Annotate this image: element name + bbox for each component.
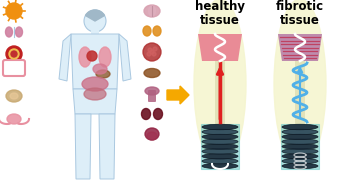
Circle shape [143, 43, 161, 61]
Ellipse shape [148, 6, 155, 16]
Circle shape [152, 52, 156, 56]
Wedge shape [85, 10, 105, 21]
Circle shape [147, 52, 151, 56]
Ellipse shape [82, 77, 108, 91]
Ellipse shape [147, 132, 157, 140]
Ellipse shape [282, 158, 318, 164]
Ellipse shape [144, 68, 160, 77]
Ellipse shape [202, 149, 238, 154]
Text: healthy
tissue: healthy tissue [195, 0, 245, 28]
Circle shape [6, 46, 22, 62]
Ellipse shape [202, 153, 238, 159]
Ellipse shape [153, 26, 161, 36]
Ellipse shape [141, 108, 150, 119]
Ellipse shape [79, 47, 91, 67]
Polygon shape [278, 34, 322, 61]
Ellipse shape [282, 144, 318, 149]
Bar [215, 61, 225, 124]
Ellipse shape [282, 139, 318, 144]
Polygon shape [119, 34, 131, 81]
Ellipse shape [202, 124, 238, 130]
Ellipse shape [202, 139, 238, 144]
Circle shape [153, 47, 157, 51]
Ellipse shape [96, 70, 110, 78]
Ellipse shape [154, 108, 162, 119]
Polygon shape [75, 114, 91, 179]
Ellipse shape [282, 163, 318, 169]
Circle shape [6, 3, 22, 19]
Circle shape [11, 51, 17, 57]
Ellipse shape [282, 129, 318, 135]
Ellipse shape [202, 163, 238, 169]
Ellipse shape [194, 0, 246, 169]
FancyBboxPatch shape [201, 124, 239, 169]
Ellipse shape [202, 144, 238, 149]
FancyBboxPatch shape [281, 124, 319, 169]
FancyBboxPatch shape [91, 24, 99, 34]
Ellipse shape [99, 47, 111, 67]
Ellipse shape [202, 134, 238, 139]
Polygon shape [73, 89, 117, 114]
Ellipse shape [6, 27, 13, 37]
Ellipse shape [144, 5, 160, 17]
Ellipse shape [143, 26, 151, 36]
FancyArrow shape [167, 86, 189, 104]
Ellipse shape [274, 0, 326, 169]
Ellipse shape [10, 93, 18, 99]
Ellipse shape [15, 27, 22, 37]
Ellipse shape [145, 87, 159, 95]
Ellipse shape [6, 90, 22, 102]
Bar [295, 61, 305, 124]
Polygon shape [99, 114, 115, 179]
Polygon shape [59, 34, 71, 81]
Polygon shape [71, 34, 119, 89]
FancyBboxPatch shape [3, 60, 25, 76]
Ellipse shape [282, 134, 318, 139]
Circle shape [148, 48, 152, 52]
Ellipse shape [282, 124, 318, 130]
Text: fibrotic
tissue: fibrotic tissue [276, 0, 324, 28]
Ellipse shape [7, 114, 21, 124]
Circle shape [9, 49, 19, 59]
Ellipse shape [282, 149, 318, 154]
Ellipse shape [202, 158, 238, 164]
Ellipse shape [282, 153, 318, 159]
Ellipse shape [93, 64, 107, 74]
Polygon shape [278, 34, 322, 61]
Circle shape [84, 10, 106, 32]
Polygon shape [198, 34, 242, 61]
Ellipse shape [145, 128, 159, 140]
Ellipse shape [84, 88, 106, 100]
Circle shape [87, 51, 97, 61]
FancyBboxPatch shape [148, 90, 156, 102]
Circle shape [150, 50, 154, 54]
Ellipse shape [202, 129, 238, 135]
